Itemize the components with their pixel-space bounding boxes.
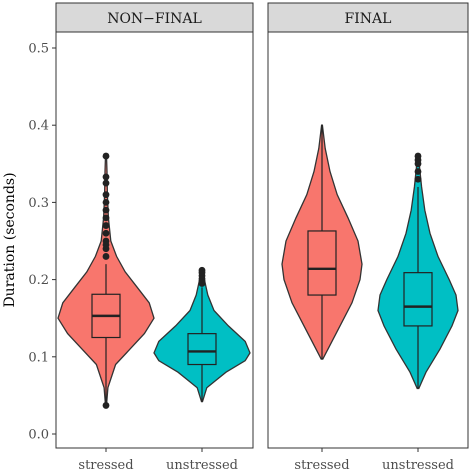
outlier-non-final-stressed-6 (102, 222, 110, 229)
outlier-non-final-stressed-9 (102, 199, 110, 206)
y-axis: 0.0 0.1 0.2 0.3 0.4 0.5 (28, 42, 56, 443)
y-tick-label-2: 0.2 (28, 273, 49, 288)
x-axis: stressed unstressed stressed unstressed (78, 448, 454, 473)
y-tick-label-3: 0.3 (28, 196, 49, 211)
x-tick-label-0-0: stressed (78, 458, 133, 473)
y-tick-label-5: 0.5 (28, 42, 49, 57)
panel-non-final: NON−FINAL (55, 2, 254, 449)
box-final-stressed (307, 230, 337, 296)
outlier-final-unstressed-0 (414, 175, 422, 183)
outlier-non-final-stressed-13 (102, 152, 110, 160)
y-axis-title: Duration (seconds) (2, 172, 18, 307)
outlier-non-final-stressed-7 (102, 214, 110, 222)
strip-final (267, 2, 469, 33)
y-tick-label-4: 0.4 (28, 119, 49, 134)
panel-final: FINAL (267, 2, 469, 449)
strip-label-non-final: NON−FINAL (107, 11, 202, 27)
outlier-non-final-stressed-4 (102, 237, 110, 245)
outlier-non-final-unstressed-5 (198, 266, 206, 274)
box-non-final-unstressed (187, 333, 217, 366)
x-tick-label-0-1: unstressed (166, 458, 238, 473)
outlier-non-final-stressed-0 (102, 402, 110, 409)
outlier-non-final-stressed-8 (102, 206, 110, 214)
y-tick-label-0: 0.0 (28, 428, 49, 443)
strip-non-final (55, 2, 254, 33)
outlier-non-final-stressed-11 (102, 179, 110, 187)
outlier-final-unstressed-4 (414, 152, 422, 160)
strip-label-final: FINAL (345, 11, 392, 27)
x-tick-label-1-1: unstressed (382, 458, 454, 473)
y-tick-label-1: 0.1 (28, 350, 49, 365)
outlier-non-final-stressed-10 (102, 191, 110, 199)
box-final-unstressed (403, 272, 433, 327)
marks-non-final (57, 152, 251, 409)
marks-final (281, 124, 459, 390)
outlier-non-final-stressed-1 (102, 253, 110, 260)
x-tick-label-1-0: stressed (294, 458, 349, 473)
outlier-final-unstressed-1 (414, 168, 422, 175)
outlier-non-final-stressed-5 (102, 229, 110, 237)
plot-frame-non-final (55, 31, 254, 449)
outlier-non-final-stressed-12 (102, 173, 110, 181)
